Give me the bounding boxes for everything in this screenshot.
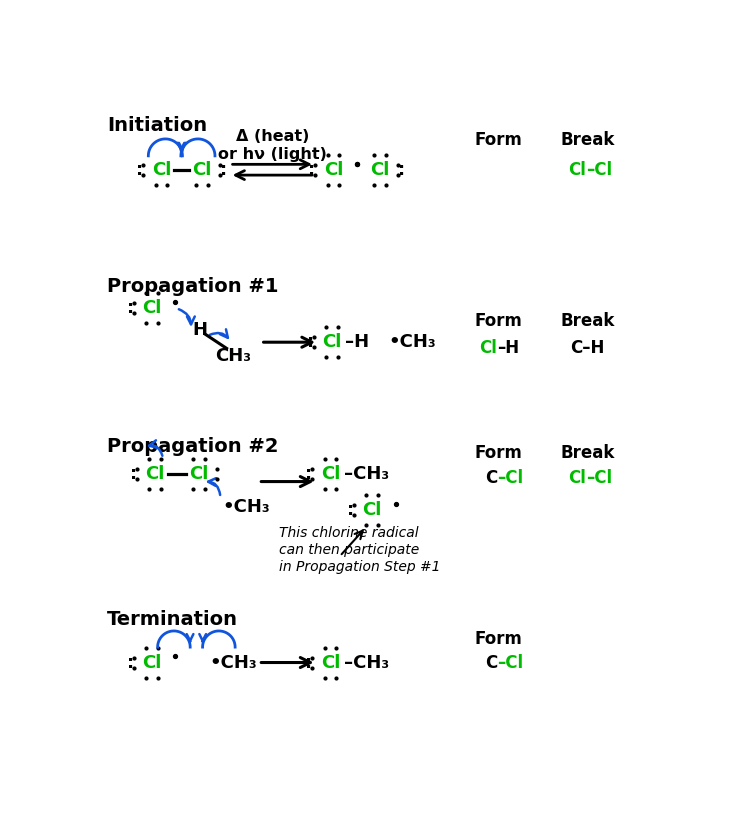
Text: :: : [127,299,134,317]
Text: Cl: Cl [321,465,340,483]
Text: :: : [130,465,137,483]
Text: Form: Form [475,630,523,648]
Text: :: : [305,465,312,483]
Text: Cl: Cl [189,465,208,483]
Text: in Propagation Step #1: in Propagation Step #1 [280,560,441,574]
Text: or hν (light): or hν (light) [218,147,327,162]
Text: Termination: Termination [107,610,239,629]
Text: :: : [127,653,134,672]
Text: H: H [193,321,208,339]
Text: Cl: Cl [145,465,165,483]
Text: Cl: Cl [321,653,340,672]
Text: •CH₃: •CH₃ [388,333,436,351]
Text: C: C [485,653,497,672]
Text: –Cl: –Cl [497,469,523,487]
Text: :: : [308,161,316,179]
Text: –Cl: –Cl [497,653,523,672]
Text: Break: Break [561,132,615,149]
Text: can then participate: can then participate [280,543,420,557]
Text: Break: Break [561,444,615,462]
Text: Cl: Cl [322,333,342,351]
Text: –CH₃: –CH₃ [344,653,389,672]
Text: Cl: Cl [479,339,497,358]
Text: :: : [398,161,405,179]
Text: Form: Form [475,312,523,330]
Text: –CH₃: –CH₃ [344,465,389,483]
Text: C: C [485,469,497,487]
Text: :: : [307,333,314,351]
Text: :: : [305,653,312,672]
Text: Cl: Cl [152,161,171,179]
Text: Cl: Cl [568,161,586,179]
Text: •CH₃: •CH₃ [222,498,269,516]
Text: Form: Form [475,444,523,462]
Text: Cl: Cl [142,653,162,672]
Text: :: : [347,501,355,519]
Text: This chlorine radical: This chlorine radical [280,527,419,541]
Text: Form: Form [475,132,523,149]
Text: C–H: C–H [570,339,605,358]
Text: Cl: Cl [324,161,344,179]
Text: Cl: Cl [142,299,162,317]
Text: Cl: Cl [568,469,586,487]
Text: Break: Break [561,312,615,330]
Text: Propagation #2: Propagation #2 [107,438,279,456]
Text: –H: –H [345,333,369,351]
Text: Cl: Cl [192,161,211,179]
Text: •CH₃: •CH₃ [209,653,257,672]
Text: Cl: Cl [371,161,390,179]
Text: Initiation: Initiation [107,115,208,134]
Text: Δ (heat): Δ (heat) [236,129,309,144]
Text: –Cl: –Cl [586,469,612,487]
Text: Propagation #1: Propagation #1 [107,277,279,297]
Text: CH₃: CH₃ [215,347,251,365]
Text: :: : [137,161,143,179]
Text: Cl: Cl [363,501,382,519]
Text: :: : [220,161,227,179]
Text: –Cl: –Cl [586,161,612,179]
Text: –H: –H [497,339,519,358]
